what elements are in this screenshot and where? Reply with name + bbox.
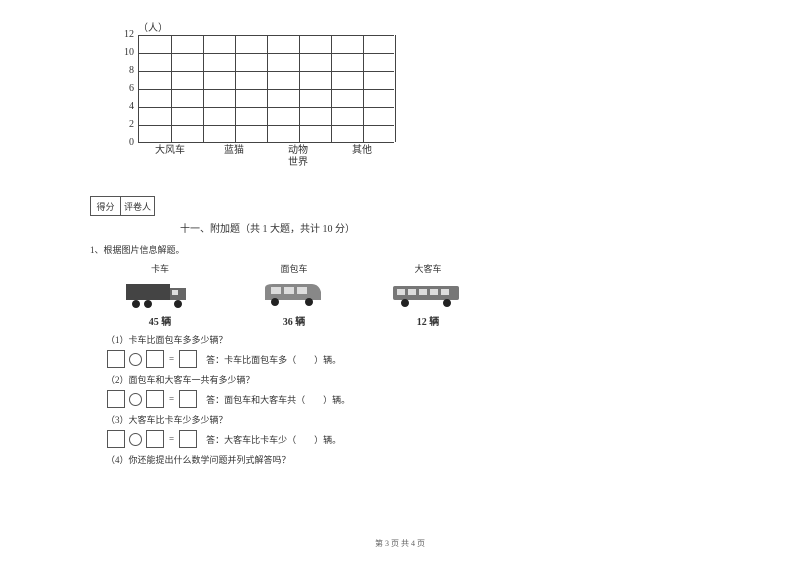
x-axis-labels: 大风车 蓝猫 动物 世界 其他 <box>138 145 394 168</box>
sub-question-1: （1）卡车比面包车多多少辆？ <box>106 333 710 346</box>
chart-grid <box>138 35 394 143</box>
sub-question-4: （4）你还能提出什么数学问题并列式解答吗？ <box>106 453 710 466</box>
answer-line-2: 答：面包车和大客车共（ ）辆。 <box>206 393 350 406</box>
vehicles-row: 卡车 45 辆 面包车 36 辆 大客车 <box>118 262 710 328</box>
answer-line-1: 答：卡车比面包车多（ ）辆。 <box>206 353 341 366</box>
vehicle-label: 面包车 <box>280 262 307 275</box>
operand-box[interactable] <box>146 390 164 408</box>
sub-question-2: （2）面包车和大客车一共有多少辆？ <box>106 373 710 386</box>
equation-row-2: = 答：面包车和大客车共（ ）辆。 <box>106 390 710 408</box>
answer-line-3: 答：大客车比卡车少（ ）辆。 <box>206 433 341 446</box>
section-title: 十一、附加题（共 1 大题，共计 10 分） <box>180 220 710 235</box>
result-box[interactable] <box>179 390 197 408</box>
result-box[interactable] <box>179 430 197 448</box>
operand-box[interactable] <box>107 430 125 448</box>
truck-icon <box>120 278 200 310</box>
equals-sign: = <box>169 354 174 364</box>
equals-sign: = <box>169 434 174 444</box>
y-axis-unit: （人） <box>138 19 168 34</box>
vehicle-bus: 大客车 12 辆 <box>386 262 470 328</box>
equals-sign: = <box>169 394 174 404</box>
operand-box[interactable] <box>146 430 164 448</box>
question-prompt: 1、根据图片信息解题。 <box>90 243 710 256</box>
grader-label: 评卷人 <box>121 197 154 215</box>
score-label: 得分 <box>91 197 121 215</box>
bus-icon <box>389 278 467 310</box>
result-box[interactable] <box>179 350 197 368</box>
page-footer: 第 3 页 共 4 页 <box>0 538 800 549</box>
operator-box[interactable] <box>129 433 142 446</box>
bar-chart-template: （人） 12 10 8 6 4 2 0 大风车 <box>118 35 710 168</box>
operator-box[interactable] <box>129 393 142 406</box>
x-category: 大风车 <box>138 145 202 168</box>
vehicle-truck: 卡车 45 辆 <box>118 262 202 328</box>
x-category: 其他 <box>330 145 394 168</box>
vehicle-count: 45 辆 <box>149 313 172 328</box>
x-category: 蓝猫 <box>202 145 266 168</box>
vehicle-label: 卡车 <box>151 262 169 275</box>
operand-box[interactable] <box>107 350 125 368</box>
x-category: 动物 世界 <box>266 145 330 168</box>
van-icon <box>259 278 329 310</box>
y-axis-ticks: 12 10 8 6 4 2 0 <box>118 35 134 143</box>
operator-box[interactable] <box>129 353 142 366</box>
score-box: 得分 评卷人 <box>90 196 155 216</box>
equation-row-1: = 答：卡车比面包车多（ ）辆。 <box>106 350 710 368</box>
equation-row-3: = 答：大客车比卡车少（ ）辆。 <box>106 430 710 448</box>
operand-box[interactable] <box>146 350 164 368</box>
operand-box[interactable] <box>107 390 125 408</box>
vehicle-count: 12 辆 <box>417 313 440 328</box>
vehicle-label: 大客车 <box>414 262 441 275</box>
vehicle-van: 面包车 36 辆 <box>252 262 336 328</box>
chart-body: 12 10 8 6 4 2 0 <box>118 35 710 143</box>
sub-question-3: （3）大客车比卡车少多少辆？ <box>106 413 710 426</box>
score-row: 得分 评卷人 <box>90 196 710 216</box>
vehicle-count: 36 辆 <box>283 313 306 328</box>
